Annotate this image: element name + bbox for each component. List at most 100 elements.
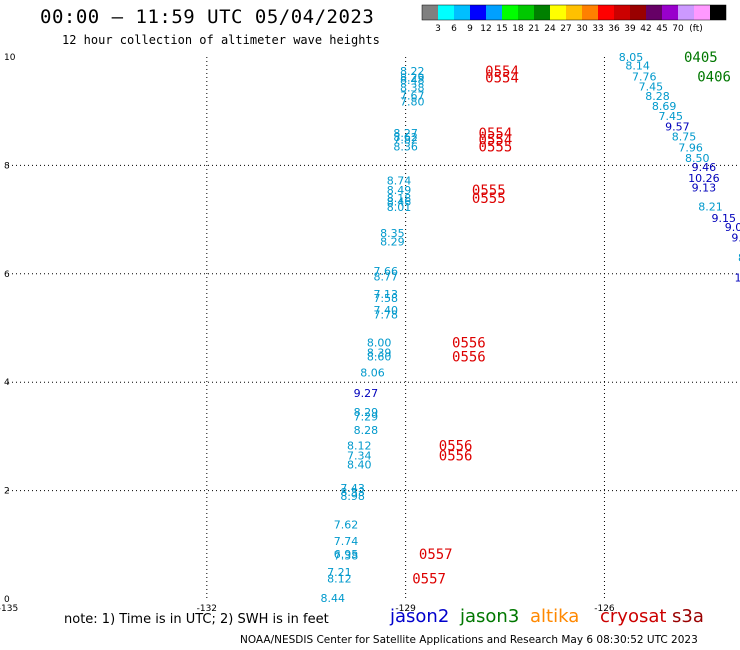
wave-height-point: 7.45 — [639, 80, 664, 93]
legend-swatch — [502, 5, 518, 20]
wave-height-point: 8.12 — [327, 572, 352, 585]
wave-height-point: 7.58 — [374, 292, 399, 305]
pass-time-label: 0557 — [419, 547, 453, 563]
wave-height-point: 7.74 — [334, 535, 359, 548]
wave-height-point: 8.05 — [619, 51, 644, 64]
wave-height-point: 7.34 — [347, 449, 372, 462]
wave-height-point: 8.36 — [393, 140, 418, 153]
legend-swatch — [630, 5, 646, 20]
wave-height-point: 8.49 — [387, 184, 412, 197]
legend-swatch — [678, 5, 694, 20]
wave-height-point: 10.26 — [688, 172, 720, 185]
wave-height-point: 8.22 — [400, 65, 425, 78]
y-tick-label: 4 — [4, 378, 10, 388]
pass-time-label: 0556 — [452, 350, 486, 366]
legend-swatch — [662, 5, 678, 20]
wave-height-point: 7.43 — [340, 482, 365, 495]
legend-label: 42 — [640, 24, 651, 34]
y-tick-label: 6 — [4, 270, 10, 280]
x-tick-label: -126 — [594, 604, 615, 614]
satellite-s3a-label: s3a — [672, 606, 704, 627]
wave-height-point: 10.12 — [735, 272, 740, 285]
y-tick-label: 8 — [4, 161, 10, 171]
pass-time-label: 0556 — [439, 439, 473, 455]
legend-label: 12 — [480, 24, 491, 34]
legend-swatch — [454, 5, 470, 20]
wave-height-point: 8.28 — [645, 90, 670, 103]
wave-height-point: 8.14 — [625, 60, 650, 73]
wave-height-point: 7.66 — [374, 265, 399, 278]
legend-label: 3 — [435, 24, 441, 34]
legend-swatch — [566, 5, 582, 20]
legend-frame — [421, 4, 727, 21]
wave-height-point: 9.15 — [711, 212, 736, 225]
wave-height-point: 9.04 — [725, 221, 740, 234]
legend-swatch — [518, 5, 534, 20]
wave-height-point: 8.44 — [320, 592, 345, 605]
wave-height-point: 7.40 — [374, 304, 399, 317]
legend-unit: (ft) — [689, 24, 703, 34]
pass-time-label: 0405 — [684, 50, 718, 66]
legend-label: 24 — [544, 24, 556, 34]
legend-label: 18 — [512, 24, 524, 34]
wave-height-point: 8.60 — [367, 351, 392, 364]
wave-height-point: 7.96 — [678, 142, 703, 155]
wave-height-point: 8.01 — [387, 201, 412, 214]
x-tick-label: -129 — [395, 604, 416, 614]
legend-swatch — [550, 5, 566, 20]
legend-label: 9 — [467, 24, 473, 34]
chart-subtitle: 12 hour collection of altimeter wave hei… — [62, 33, 380, 47]
wave-height-point: 7.78 — [374, 308, 399, 321]
chart-title: 00:00 – 11:59 UTC 05/04/2023 — [40, 6, 375, 28]
wave-height-point: 8.29 — [380, 235, 405, 248]
wave-height-point: 8.00 — [367, 337, 392, 350]
wave-height-point: 8.06 — [360, 366, 385, 379]
wave-height-point: 9.27 — [354, 387, 379, 400]
pass-time-label: 0557 — [412, 571, 446, 587]
pass-time-label: 0554 — [479, 132, 513, 148]
x-tick-label: -132 — [197, 604, 217, 614]
legend-label: 6 — [451, 24, 457, 34]
wave-height-point: 7.67 — [400, 89, 425, 102]
pass-time-label: 0554 — [479, 126, 513, 142]
legend-label: 15 — [496, 24, 507, 34]
footer-credit: NOAA/NESDIS Center for Satellite Applica… — [240, 634, 698, 646]
pass-time-label: 0556 — [452, 336, 486, 352]
wave-height-point: 8.62 — [393, 131, 418, 144]
wave-height-point: 9.06 — [731, 231, 740, 244]
wave-height-point: 8.53 — [340, 486, 365, 499]
legend-swatch — [422, 5, 438, 20]
wave-height-point: 8.35 — [380, 227, 405, 240]
footer-note: note: 1) Time is in UTC; 2) SWH is in fe… — [64, 612, 329, 627]
wave-height-point: 8.74 — [387, 175, 412, 188]
wave-height-point: 8.75 — [672, 131, 697, 144]
legend-swatch — [582, 5, 598, 20]
wave-height-point: 9.13 — [692, 182, 717, 195]
wave-height-point: 8.29 — [400, 72, 425, 85]
wave-height-point: 8.28 — [354, 424, 379, 437]
wave-height-point: 8.29 — [354, 406, 379, 419]
wave-height-point: 9.57 — [665, 120, 690, 133]
wave-height-point: 7.62 — [334, 519, 359, 532]
wave-height-point: 8.40 — [347, 459, 372, 472]
legend-swatch — [438, 5, 454, 20]
wave-height-point: 8.50 — [685, 152, 710, 165]
pass-time-label: 0406 — [697, 70, 731, 86]
y-tick-label: 10 — [4, 53, 16, 63]
legend-swatch — [614, 5, 630, 20]
pass-time-label: 0555 — [479, 139, 513, 155]
wave-height-point: 7.45 — [658, 110, 683, 123]
wave-height-point: 8.21 — [698, 201, 723, 214]
legend-label: 27 — [560, 24, 571, 34]
wave-height-point: 7.76 — [632, 71, 657, 84]
legend-swatch — [486, 5, 502, 20]
pass-time-label: 0554 — [485, 71, 519, 87]
x-tick-label: -135 — [0, 604, 18, 614]
legend-label: 30 — [576, 24, 588, 34]
legend-swatch — [598, 5, 614, 20]
satellite-cryosat-label: cryosat — [600, 606, 667, 627]
pass-time-label: 0555 — [472, 191, 506, 207]
satellite-jason2-label: jason2 — [390, 606, 450, 627]
wave-height-point: 8.69 — [652, 100, 677, 113]
